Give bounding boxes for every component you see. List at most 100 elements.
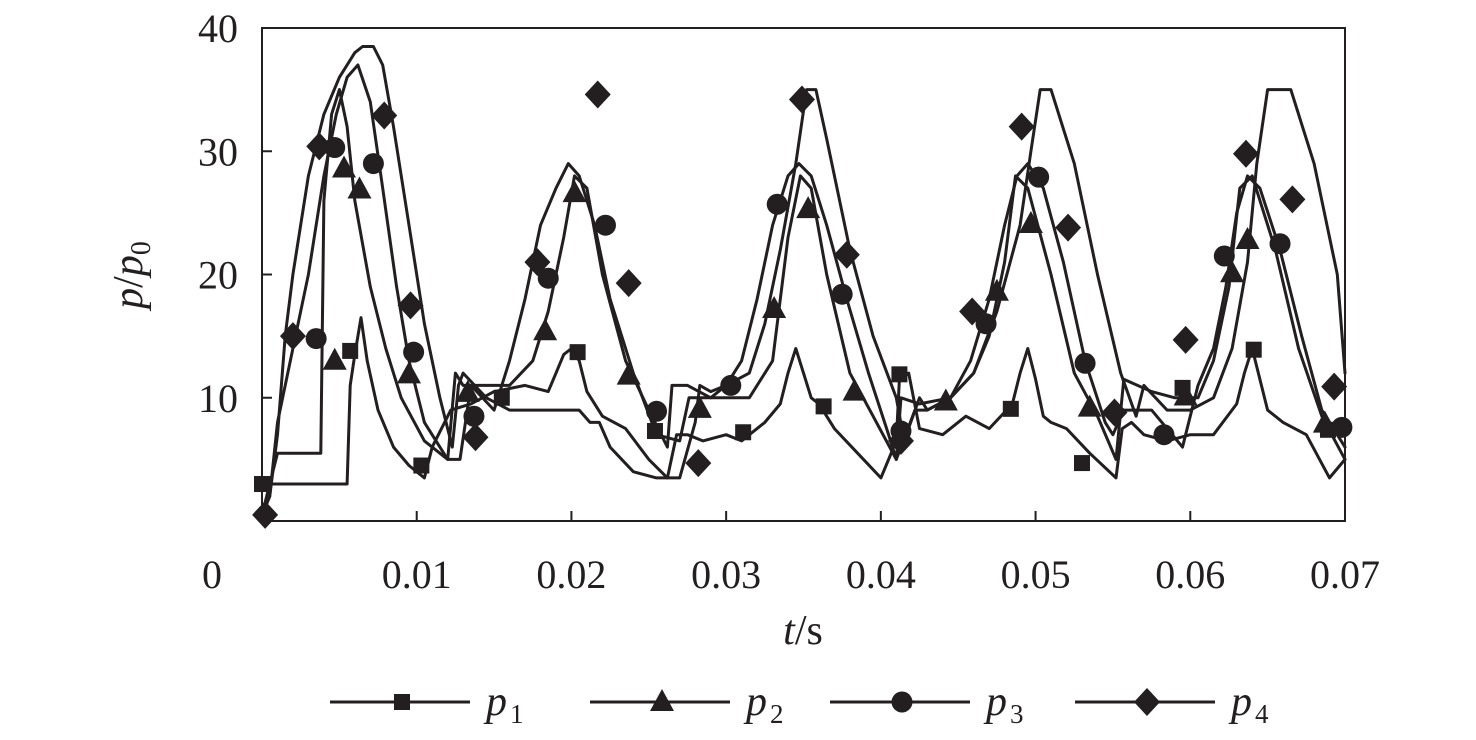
series-marker-p4 — [685, 449, 712, 478]
series-marker-p2 — [396, 361, 421, 384]
series-marker-p4 — [1232, 139, 1259, 168]
series-marker-p4 — [306, 132, 333, 161]
series-marker-p4 — [1055, 213, 1082, 242]
y-tick-label: 10 — [198, 376, 238, 421]
legend-marker-p2 — [650, 689, 674, 711]
series-marker-p3 — [1074, 352, 1096, 374]
series-marker-p2 — [1077, 394, 1102, 417]
series-marker-p1 — [493, 389, 510, 406]
series-marker-p4 — [279, 322, 306, 351]
series-marker-p4 — [1321, 372, 1348, 401]
series-marker-p3 — [1269, 233, 1291, 255]
legend-marker-p4 — [1134, 688, 1160, 716]
x-axis-title: t/s — [783, 608, 823, 654]
series-marker-p1 — [413, 457, 430, 474]
series-marker-p2 — [933, 388, 958, 411]
series-marker-p1 — [735, 424, 752, 441]
series-marker-p3 — [1331, 416, 1353, 438]
series-marker-p2 — [562, 180, 587, 203]
series-marker-p2 — [533, 318, 558, 341]
x-tick-label: 0 — [202, 552, 222, 597]
legend-marker-p3 — [891, 691, 913, 713]
series-marker-p3 — [305, 328, 327, 350]
series-marker-p3 — [324, 137, 346, 159]
y-axis-title: p/p0 — [106, 241, 157, 312]
series-marker-p3 — [594, 214, 616, 236]
series-marker-p2 — [762, 296, 787, 319]
series-marker-p3 — [1213, 245, 1235, 267]
series-curves — [260, 45, 1347, 517]
y-axis-ticks: 10 20 30 40 — [198, 6, 272, 421]
series-marker-p2 — [1312, 410, 1337, 433]
series-marker-p4 — [397, 291, 424, 320]
series-marker-p2 — [842, 378, 867, 401]
x-tick-label: 0.01 — [382, 552, 452, 597]
series-marker-p1 — [342, 342, 359, 359]
x-tick-label: 0.05 — [1001, 552, 1071, 597]
series-marker-p1 — [1002, 400, 1019, 417]
series-marker-p4 — [833, 240, 860, 269]
y-tick-label: 30 — [198, 129, 238, 174]
series-marker-p2 — [616, 362, 641, 385]
y-tick-label: 20 — [198, 253, 238, 298]
series-marker-p3 — [766, 193, 788, 215]
series-marker-p1 — [891, 366, 908, 383]
series-marker-p3 — [1153, 424, 1175, 446]
series-marker-p4 — [462, 423, 489, 452]
series-marker-p4 — [371, 101, 398, 130]
series-marker-p2 — [1220, 260, 1245, 283]
series-line-p3 — [260, 63, 1347, 517]
series-marker-p4 — [1279, 185, 1306, 214]
series-marker-p2 — [796, 196, 821, 219]
series-marker-p2 — [1018, 210, 1043, 233]
series-marker-p2 — [1173, 383, 1198, 406]
series-marker-p1 — [569, 344, 586, 361]
series-marker-p2 — [331, 155, 356, 178]
x-tick-label: 0.04 — [846, 552, 916, 597]
x-tick-label: 0.02 — [536, 552, 606, 597]
series-marker-p4 — [887, 426, 914, 455]
series-marker-p4 — [1008, 112, 1035, 141]
series-markers — [252, 80, 1353, 529]
legend-marker-p1 — [394, 694, 410, 710]
series-marker-p3 — [537, 267, 559, 289]
series-marker-p2 — [984, 278, 1009, 301]
series-marker-p2 — [322, 347, 347, 370]
series-marker-p2 — [687, 395, 712, 418]
series-marker-p2 — [1235, 226, 1260, 249]
series-marker-p3 — [1028, 166, 1050, 188]
series-marker-p1 — [815, 398, 832, 415]
y-tick-label: 40 — [198, 6, 238, 51]
series-marker-p3 — [403, 341, 425, 363]
series-marker-p3 — [463, 405, 485, 427]
series-marker-p4 — [615, 269, 642, 298]
series-marker-p3 — [362, 153, 384, 175]
series-marker-p4 — [1172, 325, 1199, 354]
series-marker-p1 — [254, 476, 270, 493]
series-marker-p3 — [831, 283, 853, 305]
series-marker-p2 — [347, 176, 372, 199]
x-tick-label: 0.06 — [1155, 552, 1225, 597]
series-marker-p4 — [788, 85, 815, 114]
series-line-p2 — [260, 88, 1347, 517]
series-marker-p1 — [1073, 455, 1090, 472]
x-tick-label: 0.07 — [1310, 552, 1380, 597]
series-marker-p4 — [959, 297, 986, 326]
series-marker-p2 — [455, 379, 480, 402]
series-marker-p3 — [646, 400, 668, 422]
series-marker-p4 — [1101, 398, 1128, 427]
series-marker-p4 — [584, 80, 611, 109]
series-marker-p3 — [975, 313, 997, 335]
series-marker-p1 — [646, 423, 663, 440]
series-line-p1 — [260, 316, 1347, 486]
series-marker-p4 — [524, 248, 551, 277]
series-marker-p1 — [1245, 341, 1262, 358]
series-marker-p3 — [720, 374, 742, 396]
series-marker-p4 — [252, 500, 279, 529]
